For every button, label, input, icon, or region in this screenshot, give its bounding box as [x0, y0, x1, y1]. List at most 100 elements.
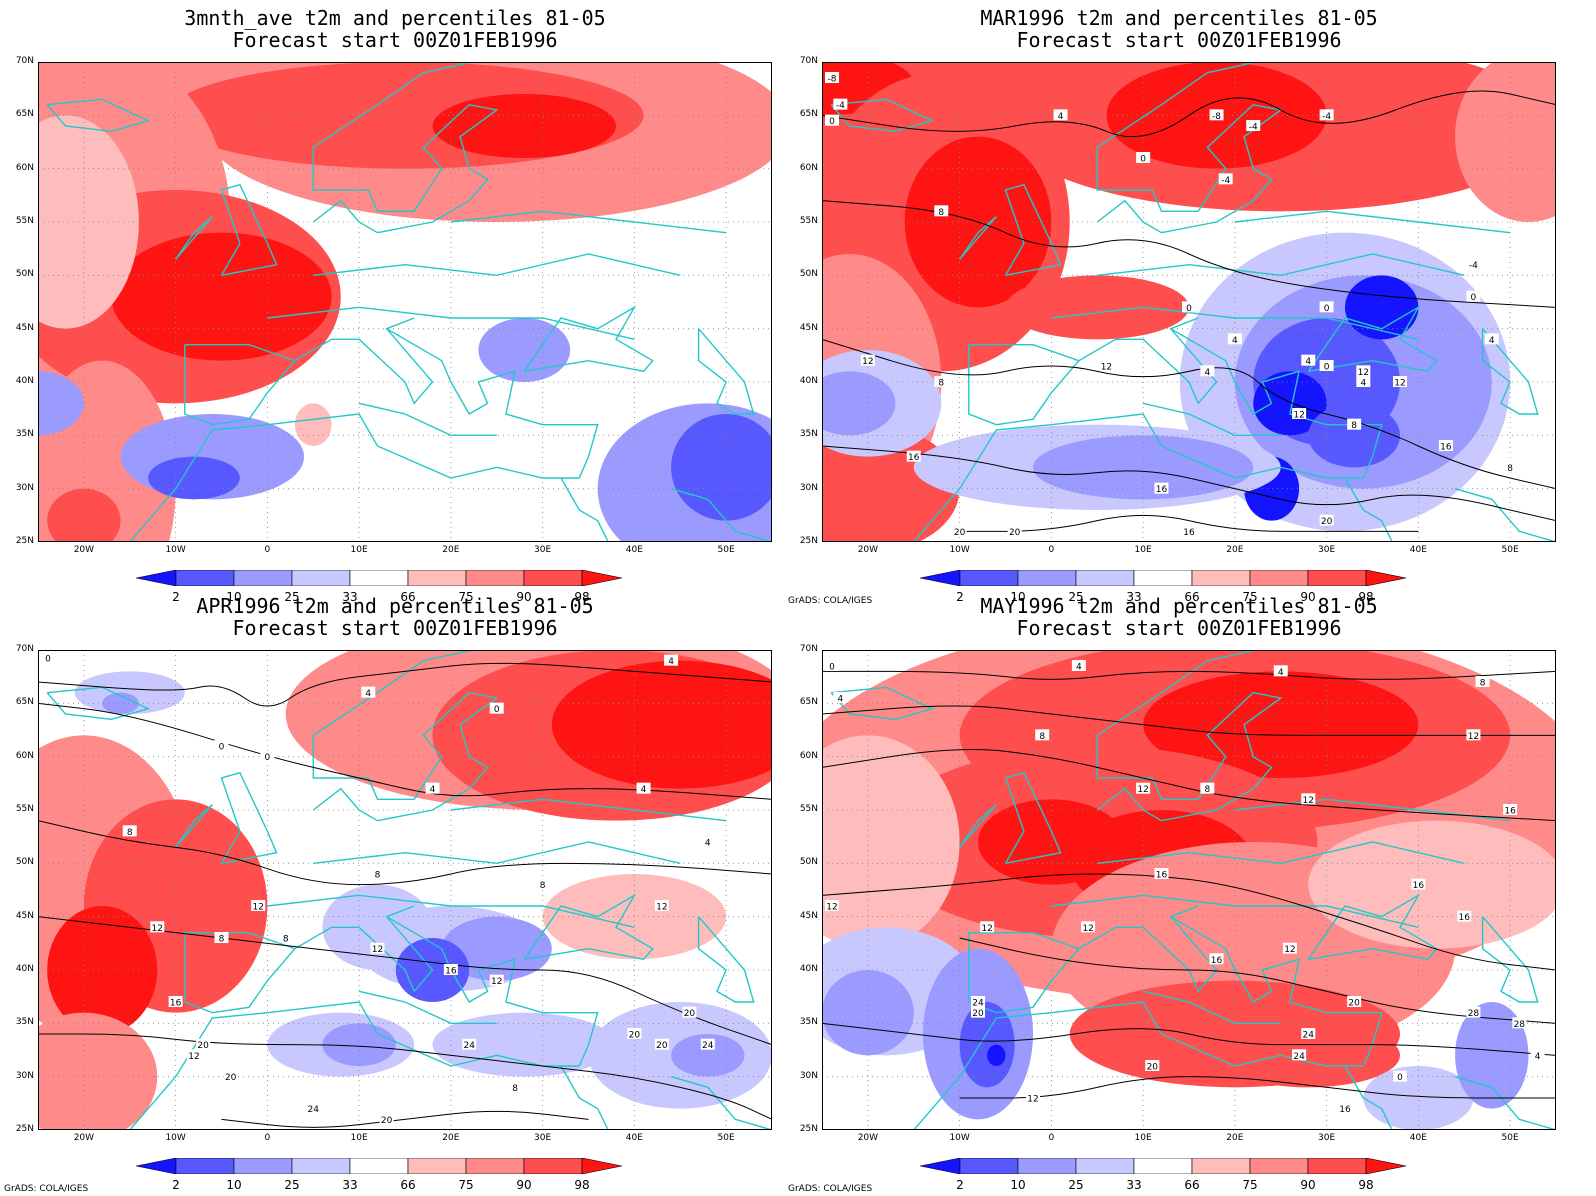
longitude-tick-label: 30E [1318, 1133, 1336, 1143]
colorbar-label: 10 [226, 590, 242, 604]
contour-label-bg [508, 1081, 523, 1093]
latitude-tick-label: 50N [799, 857, 818, 868]
coastline [129, 413, 580, 542]
contour-label: 8 [219, 935, 225, 945]
latitude-tick-label: 25N [15, 1124, 34, 1134]
coastline [1234, 210, 1511, 234]
contour-label-bg [1071, 660, 1086, 671]
coastline [968, 344, 1081, 426]
contour-label-bg [1182, 525, 1196, 537]
isotherm-contour [38, 702, 772, 800]
latitude-tick-label: 65N [799, 109, 818, 120]
latitude-tick-label: 45N [15, 322, 34, 333]
contour-label-bg [1356, 376, 1371, 387]
coastline [313, 841, 681, 865]
contour-label-bg [860, 354, 875, 366]
contour-label: 16 [1459, 913, 1471, 923]
longitude-tick-label: 10W [949, 1133, 970, 1143]
coastline [1051, 306, 1419, 340]
colorbar-label: 90 [516, 1178, 532, 1192]
coastline [175, 216, 213, 260]
isotherm-contour [959, 937, 1556, 1024]
contour-label-bg [462, 1038, 477, 1050]
contour-label-bg [251, 900, 266, 911]
coastline [913, 413, 1364, 542]
contour-label: 4 [365, 689, 371, 699]
contour-label-bg [1503, 461, 1518, 473]
contour-label-bg [1393, 1070, 1408, 1082]
longitude-tick-label: 0 [264, 1133, 271, 1143]
map-frame [38, 62, 772, 542]
coastline [1344, 477, 1393, 542]
latitude-tick-label: 45N [799, 322, 818, 333]
colorbar-label: 2 [172, 1178, 180, 1192]
contour-label-bg [1411, 878, 1426, 890]
shading-region [432, 94, 617, 158]
longitude-tick-label: 20W [857, 545, 879, 555]
latitude-tick-label: 35N [15, 1017, 34, 1028]
colorbar [920, 1158, 1407, 1174]
colorbar-label: 25 [1068, 1178, 1084, 1192]
contour-label-bg [196, 1038, 211, 1050]
coastline [1142, 990, 1281, 1024]
contour-label-bg [168, 996, 183, 1007]
contour-label-bg [443, 964, 458, 975]
contour-label-bg [41, 652, 55, 663]
coastline [560, 1065, 609, 1130]
longitude-tick-label: 40E [1409, 1133, 1427, 1143]
software-credit: GrADS: COLA/IGES [788, 596, 873, 606]
contour-label: 24 [463, 1041, 475, 1051]
shading-region [822, 371, 896, 436]
latitude-tick-label: 30N [799, 1070, 818, 1081]
latitude-tick-label: 55N [15, 804, 34, 814]
contour-label: 8 [1507, 464, 1513, 474]
coastline [267, 306, 635, 340]
isotherm-contour [822, 338, 1556, 490]
contour-label-bg [1466, 729, 1481, 741]
contour-label: 12 [152, 924, 163, 934]
contour-label: -8 [828, 75, 837, 85]
contour-label-bg [1301, 793, 1316, 805]
contour-label: 20 [1009, 528, 1021, 538]
colorbar-min-arrow [136, 1158, 177, 1174]
colorbar-segment [1017, 1158, 1077, 1174]
contour-label: 12 [1394, 379, 1405, 389]
latitude-tick-label: 50N [15, 857, 34, 868]
shading-region [38, 371, 84, 436]
contour-label-bg [1154, 868, 1169, 879]
isotherm-contour [822, 670, 1556, 680]
coastline [294, 317, 434, 405]
colorbar-label: 33 [1126, 590, 1142, 604]
coastline [697, 328, 755, 415]
contour-label-bg [654, 1038, 669, 1050]
contour-label-bg [306, 1102, 321, 1114]
latitude-tick-label: 70N [799, 56, 818, 66]
coastline [450, 798, 727, 822]
contour-label: 0 [219, 743, 225, 753]
colorbar-segment [349, 570, 409, 586]
contour-label-bg [1081, 921, 1096, 933]
colorbar-label: 2 [956, 1178, 964, 1192]
latitude-tick-label: 55N [799, 804, 818, 814]
contour-label: 12 [252, 903, 263, 913]
longitude-tick-label: 0 [1048, 1133, 1055, 1143]
colorbar-max-arrow [1365, 570, 1407, 586]
contour-label-bg [122, 825, 137, 837]
contour-label-bg [906, 450, 921, 462]
contour-label-bg [1347, 996, 1362, 1007]
contour-label: 0 [494, 705, 500, 715]
isotherm-contour [38, 1033, 772, 1120]
coastline [294, 905, 434, 993]
shading-region [102, 692, 139, 714]
contour-label-bg [825, 72, 839, 83]
contour-label-bg [370, 868, 385, 879]
longitude-tick-label: 10E [350, 545, 368, 555]
colorbar-label: 98 [574, 590, 590, 604]
latitude-tick-label: 45N [15, 910, 34, 921]
contour-label-bg [425, 782, 440, 794]
shading-region [1216, 1023, 1401, 1088]
coastline [184, 932, 297, 1014]
contour-label: 12 [491, 977, 502, 987]
contour-label: 12 [862, 357, 873, 367]
latitude-tick-label: 60N [799, 750, 818, 761]
